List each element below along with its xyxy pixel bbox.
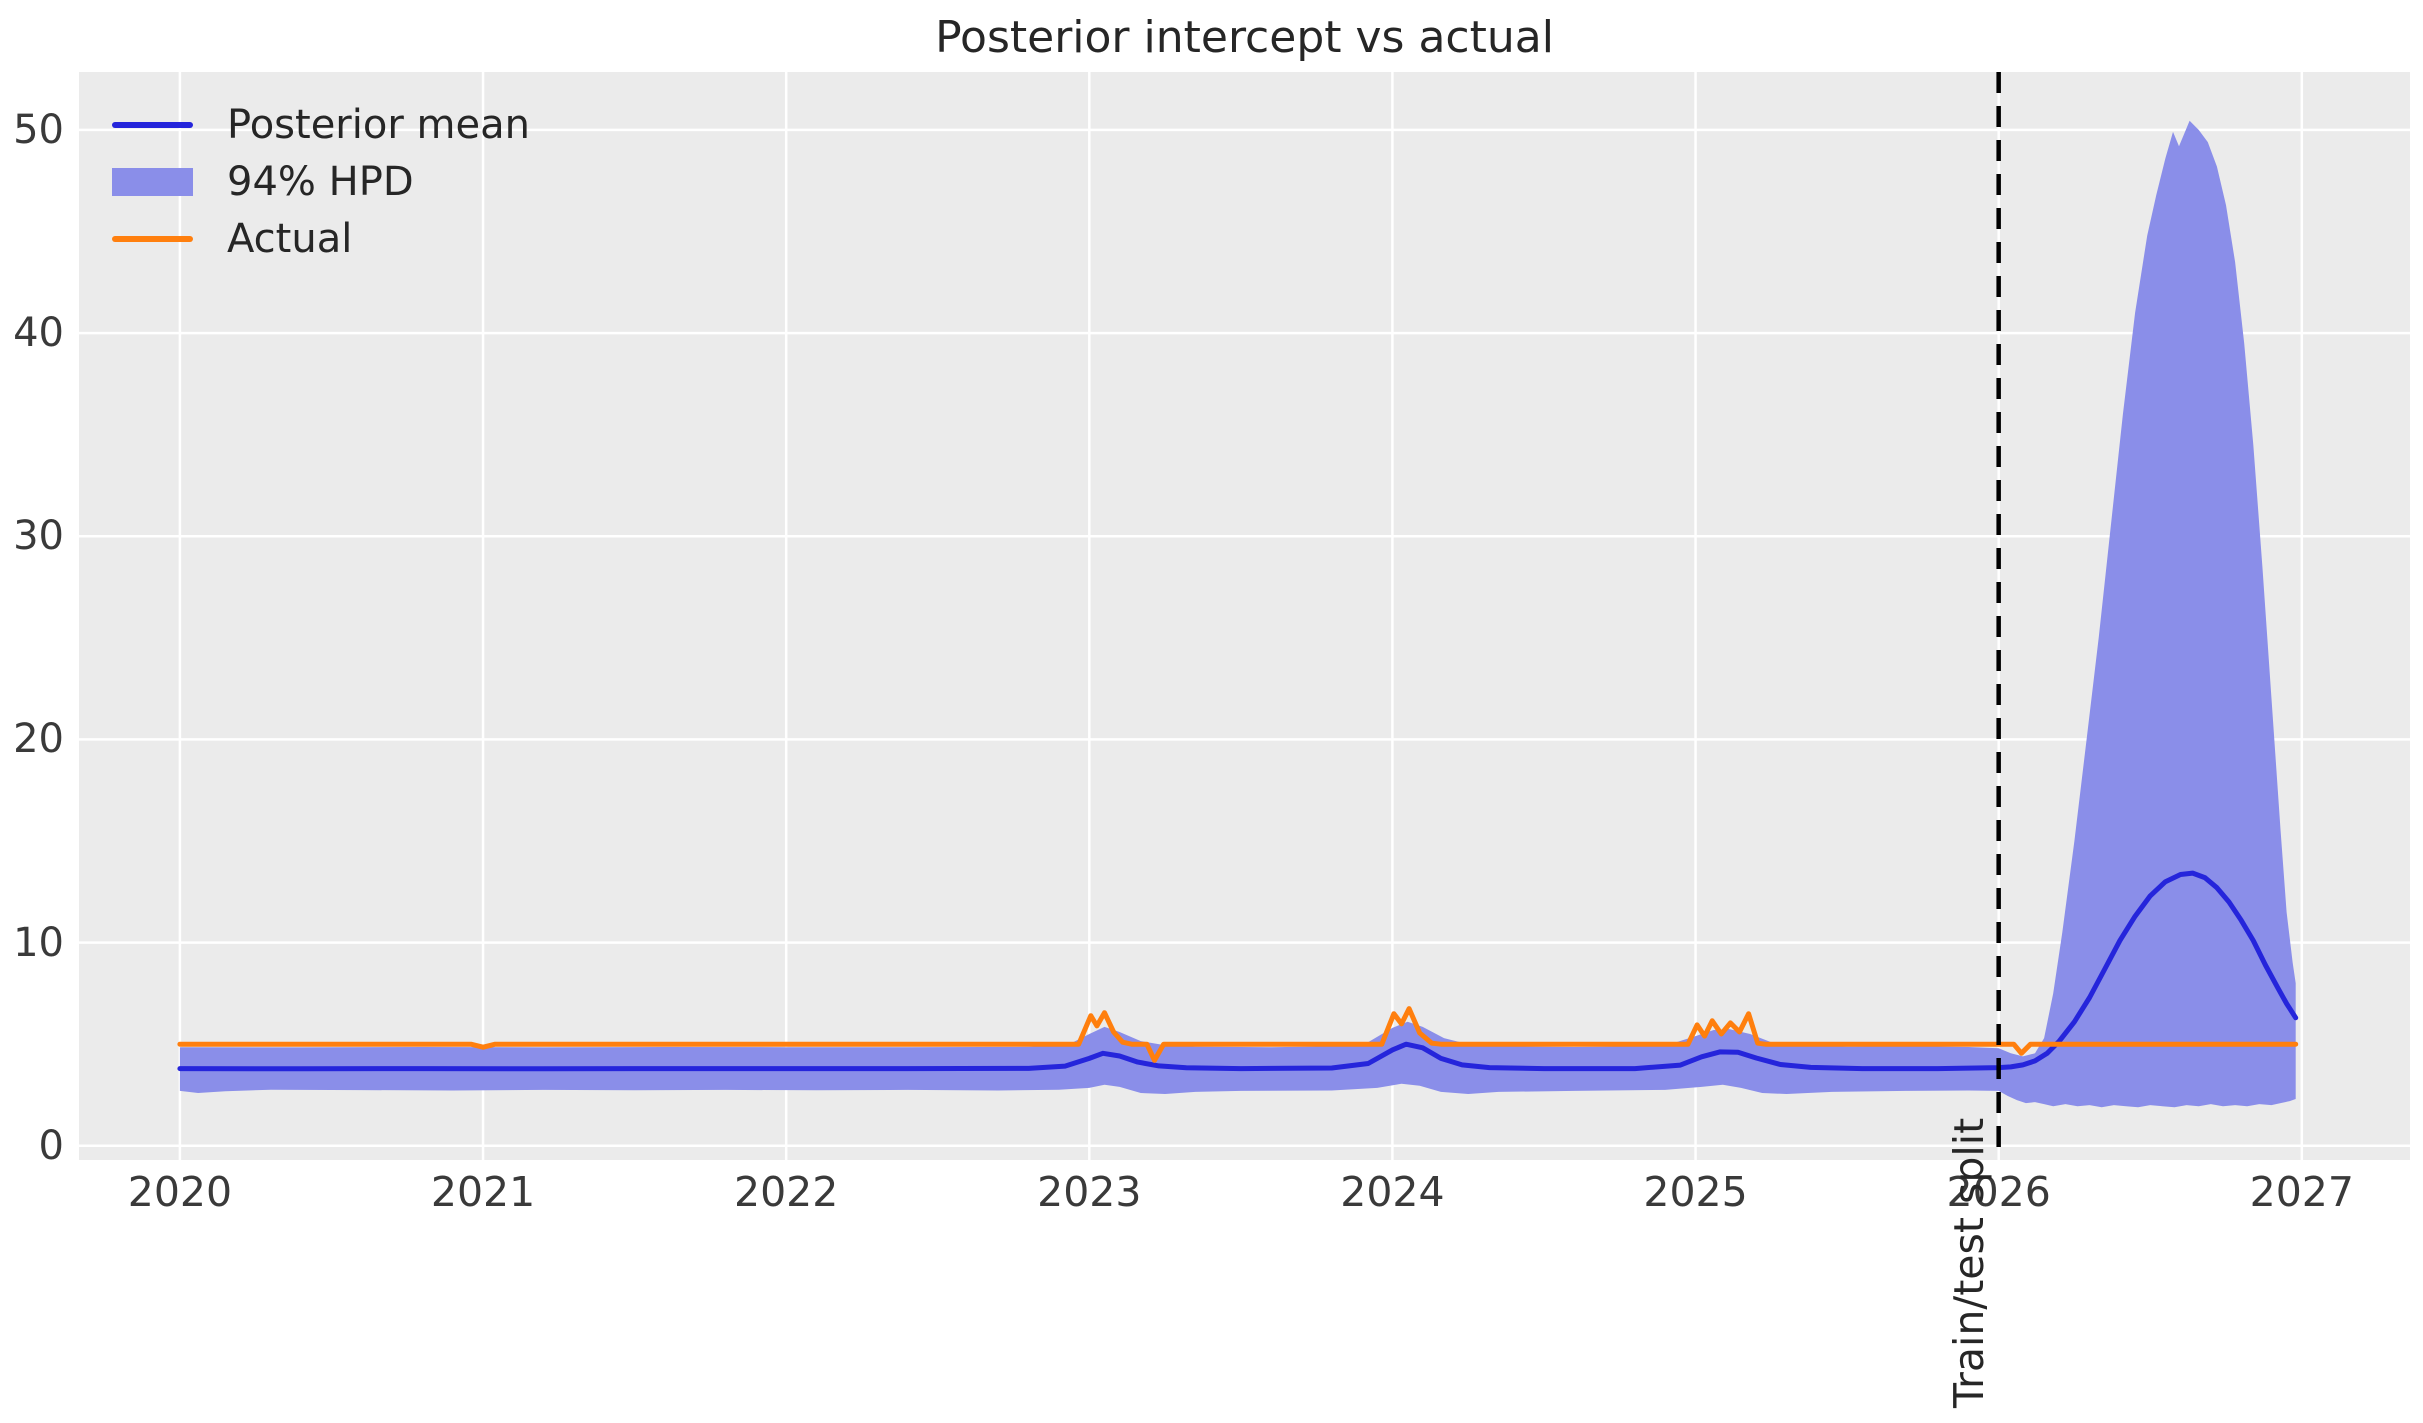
- posterior-mean-line-swatch: [112, 121, 193, 128]
- y-tick-label: 30: [13, 513, 64, 560]
- x-tick-label: 2026: [1946, 1168, 2051, 1216]
- hpd-band: [179, 120, 2296, 1108]
- legend-label-hpd: 94% HPD: [227, 158, 414, 205]
- y-tick-label: 50: [13, 106, 64, 153]
- train-test-split-label: Train/test split: [1945, 1117, 1993, 1408]
- y-tick-label: 40: [13, 310, 64, 357]
- x-tick-label: 2023: [1037, 1168, 1142, 1216]
- posterior-mean-line: [177, 870, 2299, 1072]
- hpd-band-swatch: [112, 167, 193, 196]
- plot-area: [79, 72, 2410, 1160]
- actual-line-swatch: [112, 235, 193, 242]
- y-tick-label: 20: [13, 716, 64, 763]
- x-tick-label: 2024: [1340, 1168, 1445, 1216]
- y-tick-label: 10: [13, 919, 64, 966]
- x-tick-label: 2022: [734, 1168, 839, 1216]
- x-tick-label: 2020: [127, 1168, 233, 1216]
- legend: Posterior mean 94% HPD Actual: [112, 96, 530, 267]
- legend-item-posterior-mean: Posterior mean: [112, 96, 530, 153]
- y-tick-label: 0: [38, 1122, 64, 1169]
- legend-label-posterior-mean: Posterior mean: [227, 101, 530, 148]
- chart-canvas: [79, 72, 2410, 1160]
- legend-item-hpd: 94% HPD: [112, 153, 530, 210]
- x-tick-label: 2027: [2249, 1168, 2354, 1216]
- legend-item-actual: Actual: [112, 210, 530, 267]
- legend-label-actual: Actual: [227, 215, 353, 262]
- x-tick-label: 2021: [430, 1168, 536, 1216]
- actual-line: [177, 1006, 2299, 1063]
- plot-title: Posterior intercept vs actual: [935, 12, 1554, 63]
- x-tick-label: 2025: [1643, 1168, 1748, 1216]
